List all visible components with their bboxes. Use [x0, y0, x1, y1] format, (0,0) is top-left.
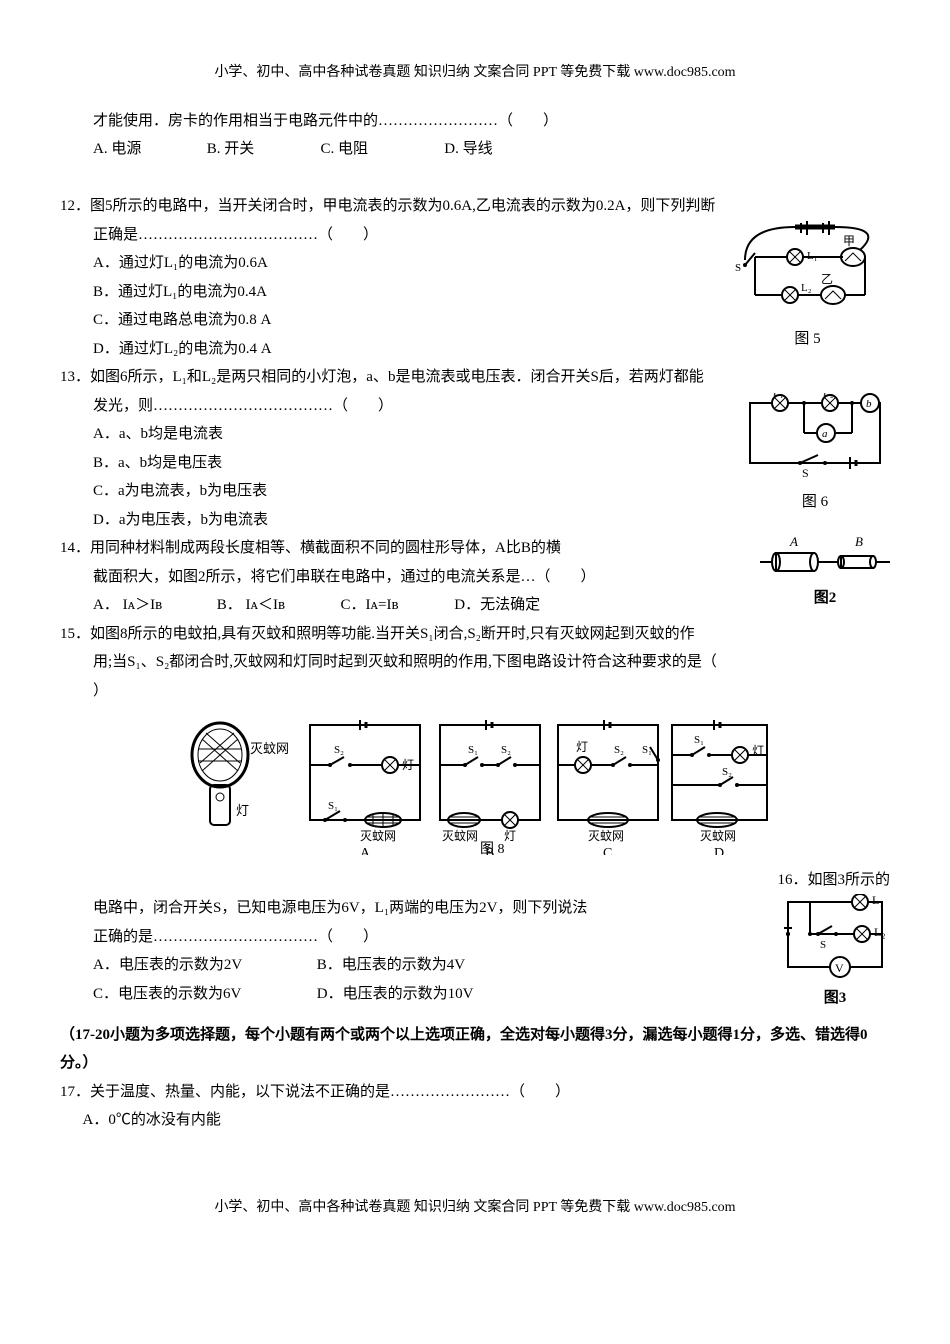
figure-3-label: 图3 [780, 984, 890, 1013]
svg-text:S₁: S₁ [328, 800, 338, 812]
svg-text:L₁: L₁ [773, 393, 784, 399]
svg-text:L₂: L₂ [801, 282, 812, 294]
svg-text:a: a [822, 428, 828, 440]
q11-opt-a: A. 电源 [93, 135, 203, 164]
svg-text:图 8: 图 8 [480, 842, 505, 855]
svg-text:S₁: S₁ [468, 744, 478, 756]
q11-options: A. 电源 B. 开关 C. 电阻 D. 导线 [93, 135, 890, 164]
figure-8-group: 灭蚊网 灯 S₂ 灯 S₁ 灭 [60, 715, 890, 866]
q14-opt-a: A． Iᴀ＞Iʙ [93, 591, 213, 620]
figure-5-label: 图 5 [794, 331, 820, 347]
svg-text:L₁: L₁ [872, 894, 884, 907]
figure-3: L₁ S L₂ V 图3 [780, 894, 890, 1013]
svg-text:灭蚊网: 灭蚊网 [700, 828, 736, 843]
q15-stem-line3: ） [93, 677, 890, 706]
svg-text:S₂: S₂ [501, 744, 511, 756]
q11-opt-c: C. 电阻 [321, 135, 441, 164]
svg-text:L₂: L₂ [823, 393, 834, 399]
svg-text:D: D [714, 846, 724, 855]
svg-text:灭蚊网: 灭蚊网 [250, 741, 289, 756]
q16-opt-d: D．电压表的示数为10V [317, 986, 474, 1002]
svg-text:L₂: L₂ [874, 925, 886, 939]
svg-text:乙: 乙 [821, 272, 833, 286]
q14-opt-c: C．Iᴀ=Iʙ [341, 591, 451, 620]
svg-text:b: b [866, 398, 872, 410]
svg-text:C: C [603, 846, 612, 855]
q11-continuation: 才能使用．房卡的作用相当于电路元件中的……………………（ ） [93, 107, 890, 136]
page-footer: 小学、初中、高中各种试卷真题 知识归纳 文案合同 PPT 等免费下载 www.d… [60, 1195, 890, 1222]
q16-opt-c: C．电压表的示数为6V [93, 980, 313, 1009]
svg-text:A: A [789, 534, 798, 549]
svg-text:S₁: S₁ [694, 734, 704, 746]
q16-opts-row1: A．电压表的示数为2V B．电压表的示数为4V [93, 951, 890, 980]
svg-text:V: V [835, 961, 844, 975]
svg-text:S₂: S₂ [614, 744, 624, 756]
q11-opt-b: B. 开关 [207, 135, 317, 164]
svg-text:灭蚊网: 灭蚊网 [588, 828, 624, 843]
svg-text:S: S [735, 262, 741, 274]
q11-opt-d: D. 导线 [444, 135, 564, 164]
svg-text:S: S [802, 466, 809, 480]
svg-text:灯: 灯 [504, 829, 516, 843]
svg-text:B: B [855, 534, 863, 549]
q15-stem-line1: 15．如图8所示的电蚊拍,具有灭蚊和照明等功能.当开关S₁闭合,S₂断开时,只有… [60, 620, 890, 649]
q16-opt-b: B．电压表的示数为4V [317, 957, 465, 973]
svg-text:A: A [360, 846, 371, 855]
svg-text:灭蚊网: 灭蚊网 [442, 828, 478, 843]
svg-text:灯: 灯 [236, 803, 249, 818]
q17-opt-a: A．0℃的冰没有内能 [83, 1106, 891, 1135]
q16-stem-line1: 电路中，闭合开关S，已知电源电压为6V，L₁两端的电压为2V，则下列说法 [93, 894, 890, 923]
svg-text:甲: 甲 [843, 234, 855, 248]
q15-stem-line2: 用;当S₁、S₂都闭合时,灭蚊网和灯同时起到灭蚊和照明的作用,下图电路设计符合这… [93, 648, 890, 677]
figure-6: L₁ L₂ b a S 图 6 [740, 393, 890, 517]
svg-text:S₂: S₂ [334, 744, 344, 756]
q13-stem-line1: 13．如图6所示，L₁和L₂是两只相同的小灯泡，a、b是电流表或电压表．闭合开关… [60, 363, 890, 392]
q16-opts-row2: C．电压表的示数为6V D．电压表的示数为10V [93, 980, 890, 1009]
q14-opt-d: D．无法确定 [454, 591, 564, 620]
q14-opt-b: B． Iᴀ＜Iʙ [217, 591, 337, 620]
q16-stem-line2: 正确的是……………………………（ ） [93, 923, 890, 952]
q16-opt-a: A．电压表的示数为2V [93, 951, 313, 980]
q17-stem: 17．关于温度、热量、内能，以下说法不正确的是……………………（ ） [60, 1078, 890, 1107]
svg-text:灯: 灯 [576, 740, 588, 754]
figure-2: A B 图2 [760, 534, 890, 613]
figure-5: S L₁ 甲 L₂ 乙 图 5 [725, 215, 890, 354]
svg-text:灭蚊网: 灭蚊网 [360, 828, 396, 843]
multi-choice-note: （17-20小题为多项选择题，每个小题有两个或两个以上选项正确，全选对每小题得3… [60, 1021, 890, 1078]
svg-text:S₁: S₁ [642, 744, 652, 756]
svg-text:S₂: S₂ [722, 766, 732, 778]
page-header: 小学、初中、高中各种试卷真题 知识归纳 文案合同 PPT 等免费下载 www.d… [60, 60, 890, 87]
figure-6-label: 图 6 [802, 494, 828, 510]
figure-2-label: 图2 [760, 584, 890, 613]
svg-text:S: S [820, 939, 826, 951]
q16-lead: 16．如图3所示的 [777, 872, 890, 888]
